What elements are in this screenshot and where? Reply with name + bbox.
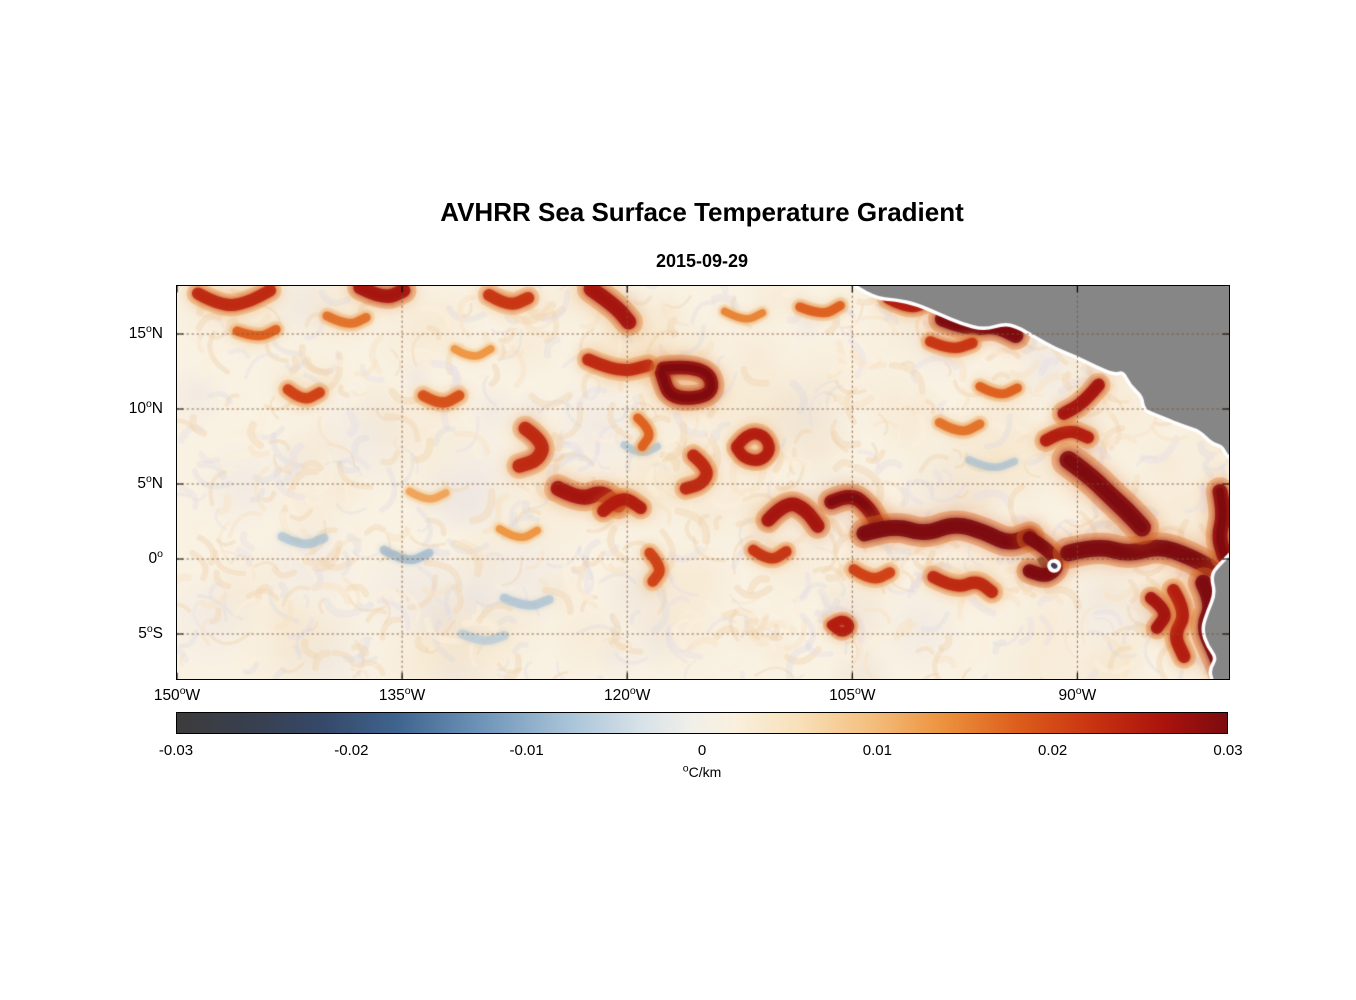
y-tick-label: 15oN [128,322,163,342]
colorbar-tick-label: 0.02 [1038,742,1068,759]
x-tick-label: 120oW [604,684,651,704]
x-tick-label: 90oW [1058,684,1097,704]
map-canvas [177,286,1229,679]
colorbar-tick-label: -0.01 [509,742,544,759]
chart-title: AVHRR Sea Surface Temperature Gradient [440,197,964,227]
x-tick-label: 105oW [829,684,876,704]
colorbar-tick-label: 0.01 [862,742,892,759]
y-tick-label: 5oN [137,472,163,492]
colorbar-tick-label: -0.02 [334,742,369,759]
x-axis: 150oW 135oW 120oW 105oW 90oW [154,679,1229,713]
x-tick-label: 150oW [153,684,201,704]
map-axes: 15oN 10oN 5oN 0o 5oS 150oW 135oW 120oW 105oW 90o… [129,285,1230,704]
chart-date-subtitle: 2015-09-29 [655,251,749,271]
y-tick-label: 5oS [138,622,163,642]
colorbar-tick-label: -0.03 [158,742,194,759]
y-tick-label: 0o [148,547,163,567]
y-axis: 15oN 10oN 5oN 0o 5oS [111,286,169,679]
colorbar-tick-label: 0 [697,742,707,759]
colorbar-gradient [176,712,1228,734]
degree-symbol: o [682,762,689,775]
colorbar-ticks: -0.03 -0.02 -0.01 0 0.01 0.02 0.03 [159,742,1243,762]
colorbar-unit-label: oC/km [176,762,1228,780]
colorbar-tick-label: 0.03 [1213,742,1243,759]
y-tick-label: 10oN [128,397,163,417]
x-tick-label: 135oW [378,684,426,704]
unit-text: C/km [688,764,722,780]
